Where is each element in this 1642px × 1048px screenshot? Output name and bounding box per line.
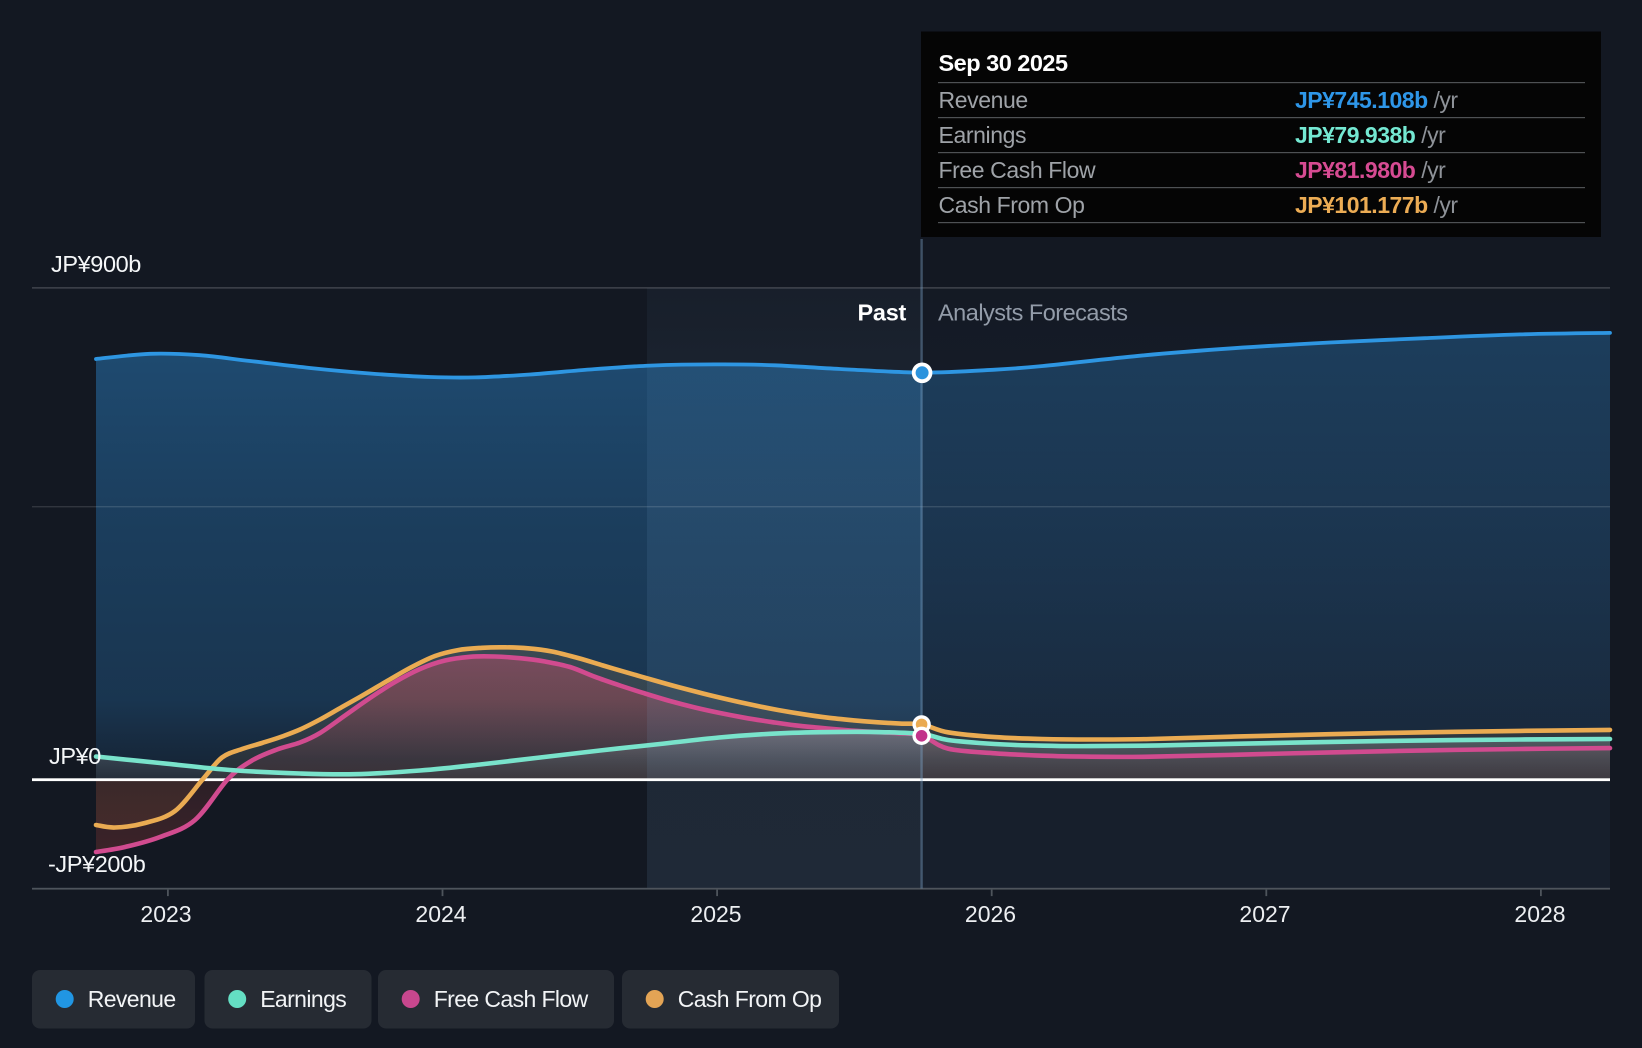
svg-text:Revenue: Revenue bbox=[88, 986, 176, 1012]
svg-text:JP¥101.177b /yr: JP¥101.177b /yr bbox=[1295, 192, 1458, 218]
svg-text:Earnings: Earnings bbox=[260, 986, 346, 1012]
svg-text:Free Cash Flow: Free Cash Flow bbox=[939, 157, 1097, 183]
svg-text:JP¥79.938b /yr: JP¥79.938b /yr bbox=[1295, 122, 1446, 148]
svg-text:JP¥81.980b /yr: JP¥81.980b /yr bbox=[1295, 157, 1446, 183]
svg-text:Cash From Op: Cash From Op bbox=[939, 192, 1085, 218]
svg-text:Free Cash Flow: Free Cash Flow bbox=[434, 986, 589, 1012]
svg-text:JP¥0: JP¥0 bbox=[49, 743, 101, 769]
svg-text:-JP¥200b: -JP¥200b bbox=[48, 851, 146, 877]
svg-text:Earnings: Earnings bbox=[939, 122, 1027, 148]
svg-text:2023: 2023 bbox=[140, 901, 191, 927]
svg-text:2026: 2026 bbox=[965, 901, 1016, 927]
svg-text:JP¥900b: JP¥900b bbox=[51, 251, 141, 277]
svg-text:2027: 2027 bbox=[1239, 901, 1290, 927]
svg-text:Revenue: Revenue bbox=[939, 87, 1028, 113]
svg-text:Sep 30 2025: Sep 30 2025 bbox=[939, 50, 1069, 76]
svg-text:JP¥745.108b /yr: JP¥745.108b /yr bbox=[1295, 87, 1458, 113]
svg-text:Analysts Forecasts: Analysts Forecasts bbox=[938, 300, 1128, 326]
svg-text:Past: Past bbox=[858, 300, 907, 326]
svg-text:2025: 2025 bbox=[690, 901, 741, 927]
svg-text:2024: 2024 bbox=[415, 901, 466, 927]
svg-text:Cash From Op: Cash From Op bbox=[678, 986, 822, 1012]
svg-text:2028: 2028 bbox=[1514, 901, 1565, 927]
